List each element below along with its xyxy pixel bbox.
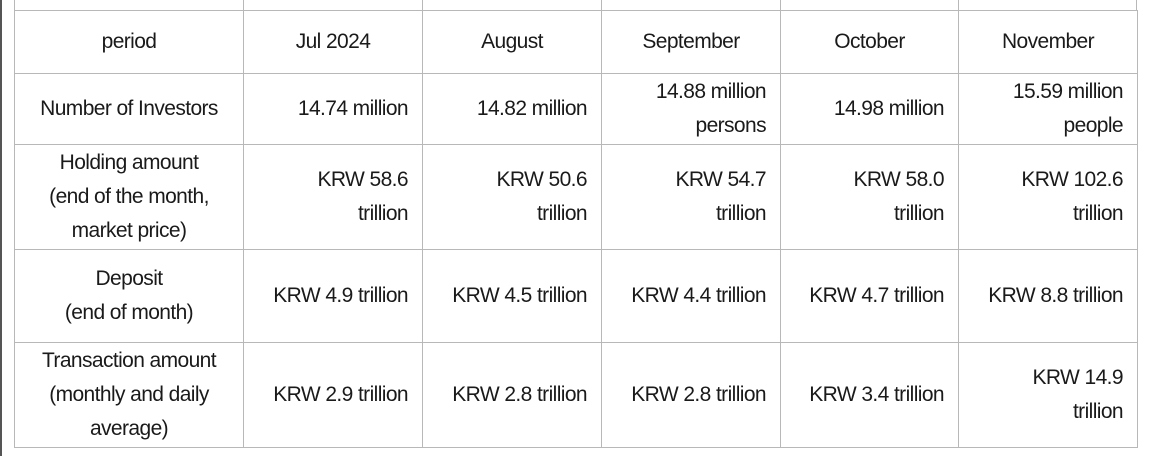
table-cell: 14.82 million bbox=[422, 73, 602, 145]
header-period-cell: period bbox=[14, 10, 244, 74]
row-label: Deposit (end of month) bbox=[14, 249, 244, 343]
cell-line: trillion bbox=[357, 202, 409, 225]
row-label-line: Number of Investors bbox=[40, 97, 218, 120]
cell-line: KRW 58.6 bbox=[317, 168, 408, 191]
header-row: period Jul 2024 August September October… bbox=[14, 10, 1138, 74]
table-cell: KRW 3.4 trillion bbox=[780, 342, 959, 448]
table-cell: 14.98 million bbox=[780, 73, 959, 145]
cell-line: KRW 54.7 bbox=[675, 168, 766, 191]
table-cell: KRW 4.5 trillion bbox=[422, 249, 602, 343]
cell-line: KRW 2.8 trillion bbox=[452, 383, 587, 406]
table-cell: KRW 50.6 trillion bbox=[422, 144, 602, 250]
cell-line: KRW 2.9 trillion bbox=[273, 383, 408, 406]
cell-line: KRW 4.9 trillion bbox=[273, 284, 408, 307]
header-month-cell: Jul 2024 bbox=[243, 10, 423, 74]
cell-line: trillion bbox=[1072, 400, 1124, 423]
cell-line: KRW 4.4 trillion bbox=[631, 284, 766, 307]
cell-line: KRW 4.5 trillion bbox=[452, 284, 587, 307]
row-label-line: (end of the month, bbox=[49, 185, 209, 208]
cell-line: 14.82 million bbox=[476, 97, 588, 120]
cell-line: persons bbox=[695, 114, 766, 137]
table-cell: KRW 4.7 trillion bbox=[780, 249, 959, 343]
table-cell: KRW 2.8 trillion bbox=[422, 342, 602, 448]
cell-line: trillion bbox=[893, 202, 945, 225]
table-cell: 14.74 million bbox=[243, 73, 423, 145]
table-cell: KRW 4.4 trillion bbox=[601, 249, 781, 343]
cell-line: KRW 3.4 trillion bbox=[809, 383, 944, 406]
table-row-transaction: Transaction amount (monthly and daily aver… bbox=[14, 342, 1138, 448]
table-row-deposit: Deposit (end of month) KRW 4.9 trillion K… bbox=[14, 249, 1138, 343]
table-cell: KRW 2.9 trillion bbox=[243, 342, 423, 448]
header-month-cell: October bbox=[780, 10, 959, 74]
row-label-line: market price) bbox=[71, 219, 187, 242]
cell-line: KRW 50.6 bbox=[496, 168, 587, 191]
table-row-investors: Number of Investors 14.74 million 14.82 … bbox=[14, 73, 1138, 145]
table-cell: KRW 102.6 trillion bbox=[958, 144, 1138, 250]
row-label-line: (monthly and daily bbox=[49, 383, 209, 406]
row-label-line: Transaction amount bbox=[41, 349, 217, 372]
table-cell: KRW 58.6 trillion bbox=[243, 144, 423, 250]
table-cell: KRW 54.7 trillion bbox=[601, 144, 781, 250]
cell-line: people bbox=[1063, 114, 1124, 137]
row-label: Transaction amount (monthly and daily aver… bbox=[14, 342, 244, 448]
table-cell: KRW 2.8 trillion bbox=[601, 342, 781, 448]
cell-line: KRW 14.9 bbox=[1032, 366, 1123, 389]
cell-line: trillion bbox=[1072, 202, 1124, 225]
page-edge bbox=[0, 0, 2, 456]
header-month-cell: August bbox=[422, 10, 602, 74]
table-cell: 14.88 million persons bbox=[601, 73, 781, 145]
row-label-line: Deposit bbox=[95, 267, 163, 290]
cell-line: KRW 2.8 trillion bbox=[631, 383, 766, 406]
table-cell: KRW 8.8 trillion bbox=[958, 249, 1138, 343]
table-cell: KRW 14.9 trillion bbox=[958, 342, 1138, 448]
row-label: Holding amount (end of the month, market p… bbox=[14, 144, 244, 250]
cell-line: 14.88 million bbox=[655, 80, 767, 103]
row-label-line: (end of month) bbox=[64, 301, 194, 324]
table-cell: KRW 4.9 trillion bbox=[243, 249, 423, 343]
cell-line: KRW 58.0 bbox=[853, 168, 944, 191]
investor-stats-table: period Jul 2024 August September October… bbox=[14, 10, 1138, 448]
header-month-cell: September bbox=[601, 10, 781, 74]
cell-line: 15.59 million bbox=[1012, 80, 1124, 103]
cell-line: KRW 4.7 trillion bbox=[809, 284, 944, 307]
row-label-line: average) bbox=[89, 417, 169, 440]
table-top-stub bbox=[14, 0, 1137, 10]
header-month-cell: November bbox=[958, 10, 1138, 74]
cell-line: 14.74 million bbox=[297, 97, 409, 120]
cell-line: KRW 102.6 bbox=[1021, 168, 1123, 191]
table-cell: KRW 58.0 trillion bbox=[780, 144, 959, 250]
cell-line: trillion bbox=[715, 202, 767, 225]
cell-line: KRW 8.8 trillion bbox=[988, 284, 1123, 307]
table-row-holding: Holding amount (end of the month, market p… bbox=[14, 144, 1138, 250]
row-label: Number of Investors bbox=[14, 73, 244, 145]
cell-line: 14.98 million bbox=[833, 97, 945, 120]
cell-line: trillion bbox=[536, 202, 588, 225]
table-cell: 15.59 million people bbox=[958, 73, 1138, 145]
row-label-line: Holding amount bbox=[59, 151, 199, 174]
